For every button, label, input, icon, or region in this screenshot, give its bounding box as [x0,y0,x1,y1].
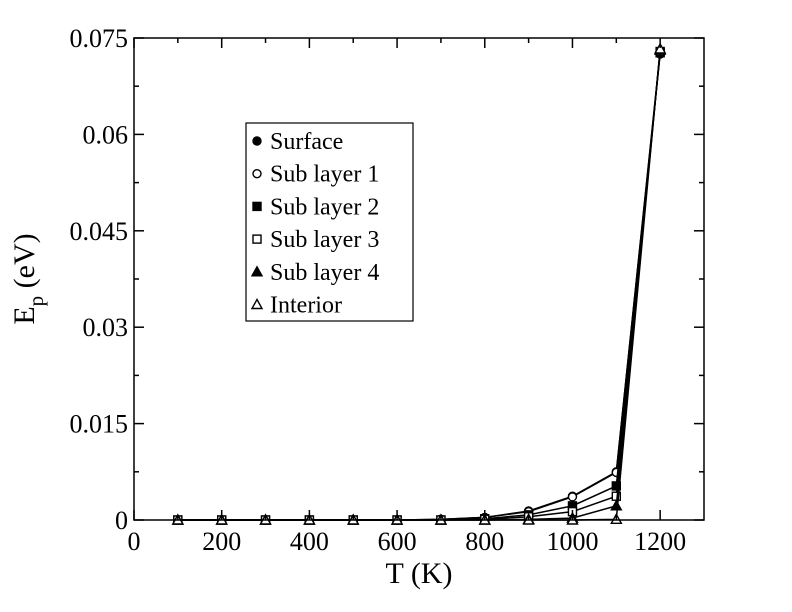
y-axis-label-subscript: p [24,296,48,307]
x-tick-label: 400 [290,527,329,556]
legend-marker [252,136,262,146]
x-tick-label: 800 [465,527,504,556]
legend-label: Sub layer 1 [270,162,379,188]
data-point [653,42,667,54]
ticks-layer: 0 200 400 600 800 1000 1200 0 0.015 0.03 0.045 0.06… [70,24,704,556]
y-axis-label-unit: (eV) [8,233,41,295]
legend-label: Interior [270,293,342,319]
x-tick-label: 0 [128,527,141,556]
y-tick-label: 0 [115,506,128,535]
y-tick-label: 0.015 [70,410,129,439]
x-tick-label: 200 [202,527,241,556]
legend-marker [252,201,262,212]
x-axis-label: T (K) [386,557,453,590]
x-tick-label: 1200 [634,527,686,556]
data-point [567,492,578,502]
y-tick-label: 0.03 [83,313,129,342]
legend-box [245,122,414,322]
y-axis-label-main: E [8,306,41,324]
data-point [610,499,623,511]
legend-marker [250,298,264,310]
legend-label: Sub layer 2 [270,194,379,220]
y-tick-label: 0.075 [70,24,129,53]
legend: Surface Sub layer 1 Sub layer 2 Sub layer 3… [245,122,414,322]
y-axis-label: Ep (eV) [8,233,48,324]
legend-label: Surface [270,129,343,155]
legend-marker [252,234,262,244]
legend-marker [252,168,262,179]
legend-marker [250,265,264,277]
legend-label: Sub layer 4 [270,260,379,286]
x-tick-label: 600 [378,527,417,556]
x-tick-label: 1000 [546,527,598,556]
legend-label: Sub layer 3 [270,227,379,253]
y-tick-label: 0.06 [83,120,129,149]
y-tick-label: 0.045 [70,217,129,246]
